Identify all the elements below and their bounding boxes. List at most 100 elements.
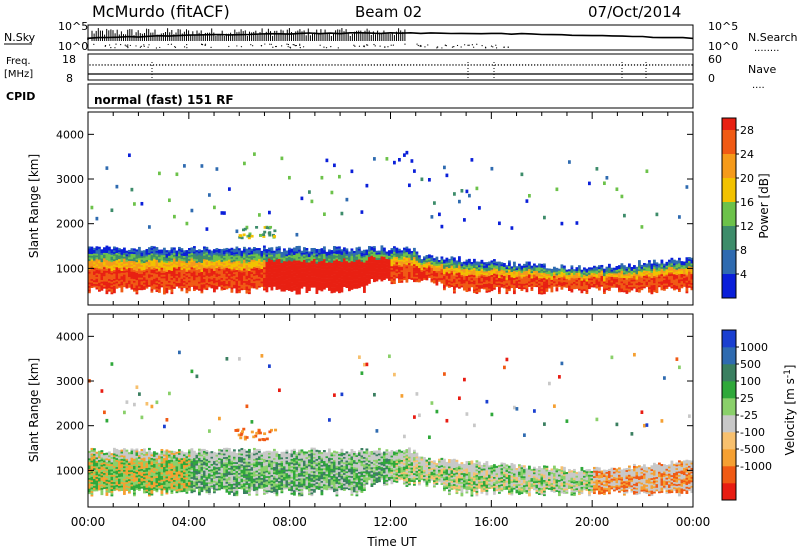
range-gate-cell <box>278 274 281 277</box>
range-gate-cell <box>273 270 276 273</box>
range-gate-cell <box>430 264 434 267</box>
range-gate-cell <box>233 250 236 253</box>
nave-point <box>98 64 100 66</box>
range-gate-cell <box>545 271 549 274</box>
range-gate-cell <box>255 287 259 290</box>
range-gate-cell <box>363 285 366 288</box>
range-gate-cell <box>248 288 251 291</box>
range-gate-cell <box>225 271 229 274</box>
range-gate-cell <box>113 264 116 267</box>
range-gate-cell <box>475 288 479 291</box>
range-gate-cell <box>550 290 554 293</box>
range-gate-cell <box>533 283 536 286</box>
range-gate-cell <box>275 268 279 271</box>
range-gate-cell <box>358 278 361 281</box>
nave-point <box>612 64 615 66</box>
range-gate-cell <box>120 249 124 252</box>
range-gate-cell <box>438 212 441 217</box>
range-gate-cell <box>223 268 226 271</box>
nave-point <box>400 64 403 66</box>
range-gate-cell <box>215 285 219 288</box>
range-gate-cell <box>123 276 126 279</box>
range-gate-cell <box>155 264 159 268</box>
range-gate-cell <box>110 258 114 261</box>
range-gate-cell <box>165 269 169 272</box>
range-gate-cell <box>623 277 626 280</box>
range-gate-cell <box>583 269 586 272</box>
nave-point <box>298 64 300 66</box>
range-gate-cell <box>280 280 284 283</box>
range-gate-cell <box>165 280 169 283</box>
range-gate-cell <box>190 263 194 266</box>
range-gate-cell <box>158 265 161 268</box>
range-gate-cell <box>258 251 261 254</box>
range-gate-cell <box>143 253 146 256</box>
range-gate-cell <box>630 281 634 284</box>
range-gate-cell <box>373 263 376 267</box>
range-gate-cell <box>130 255 134 258</box>
nave-point <box>576 64 578 66</box>
range-gate-cell <box>238 274 241 278</box>
range-gate-cell <box>313 281 316 285</box>
range-gate-cell <box>265 288 269 291</box>
range-gate-cell <box>258 283 261 286</box>
range-gate-cell <box>495 274 499 277</box>
range-gate-cell <box>345 280 349 283</box>
range-gate-cell <box>220 263 224 266</box>
range-gate-cell <box>478 270 481 273</box>
nave-point <box>267 64 270 66</box>
range-gate-cell <box>298 288 301 291</box>
range-gate-cell <box>175 270 179 273</box>
range-gate-cell <box>198 277 201 280</box>
range-gate-cell <box>220 250 224 253</box>
range-gate-cell <box>215 278 219 281</box>
range-gate-cell <box>443 266 446 269</box>
range-gate-cell <box>298 276 301 279</box>
range-gate-cell <box>135 256 139 259</box>
range-gate-cell <box>248 250 251 254</box>
range-gate-cell <box>285 254 289 257</box>
range-gate-cell <box>398 266 401 269</box>
range-gate-cell <box>320 271 324 274</box>
range-gate-cell <box>435 281 439 284</box>
range-gate-cell <box>463 281 466 284</box>
range-gate-cell <box>173 249 176 252</box>
range-gate-cell <box>140 201 144 206</box>
range-gate-cell <box>303 257 306 260</box>
range-gate-cell <box>410 256 414 259</box>
range-gate-cell <box>638 279 641 282</box>
range-gate-cell <box>130 248 134 251</box>
range-gate-cell <box>598 283 601 286</box>
range-gate-cell <box>413 169 416 173</box>
range-gate-cell <box>135 270 139 273</box>
range-gate-cell <box>255 249 259 252</box>
range-gate-cell <box>378 264 381 267</box>
nave-bottom-tick: 0 <box>708 72 715 85</box>
range-gate-cell <box>233 261 236 264</box>
range-gate-cell <box>333 251 336 254</box>
range-gate-cell <box>650 274 654 277</box>
range-gate-cell <box>533 267 536 270</box>
range-gate-cell <box>473 269 476 272</box>
range-gate-cell <box>588 181 591 186</box>
range-gate-cell <box>310 264 314 267</box>
range-gate-cell <box>555 276 559 279</box>
range-gate-cell <box>608 285 611 288</box>
range-gate-cell <box>418 269 421 272</box>
range-gate-cell <box>388 266 391 269</box>
range-gate-cell <box>450 263 454 266</box>
range-gate-cell <box>538 277 541 280</box>
range-gate-cell <box>293 249 296 252</box>
nave-point <box>615 64 618 66</box>
range-gate-cell <box>253 273 256 276</box>
range-gate-cell <box>450 261 454 264</box>
nave-point <box>131 64 134 66</box>
range-gate-cell <box>225 281 229 284</box>
range-gate-cell <box>425 278 429 281</box>
nsearch-point <box>456 44 459 47</box>
range-gate-cell <box>273 272 276 275</box>
range-gate-cell <box>393 260 396 263</box>
range-gate-cell <box>653 270 656 273</box>
range-gate-cell <box>203 246 206 249</box>
range-gate-cell <box>225 247 229 251</box>
